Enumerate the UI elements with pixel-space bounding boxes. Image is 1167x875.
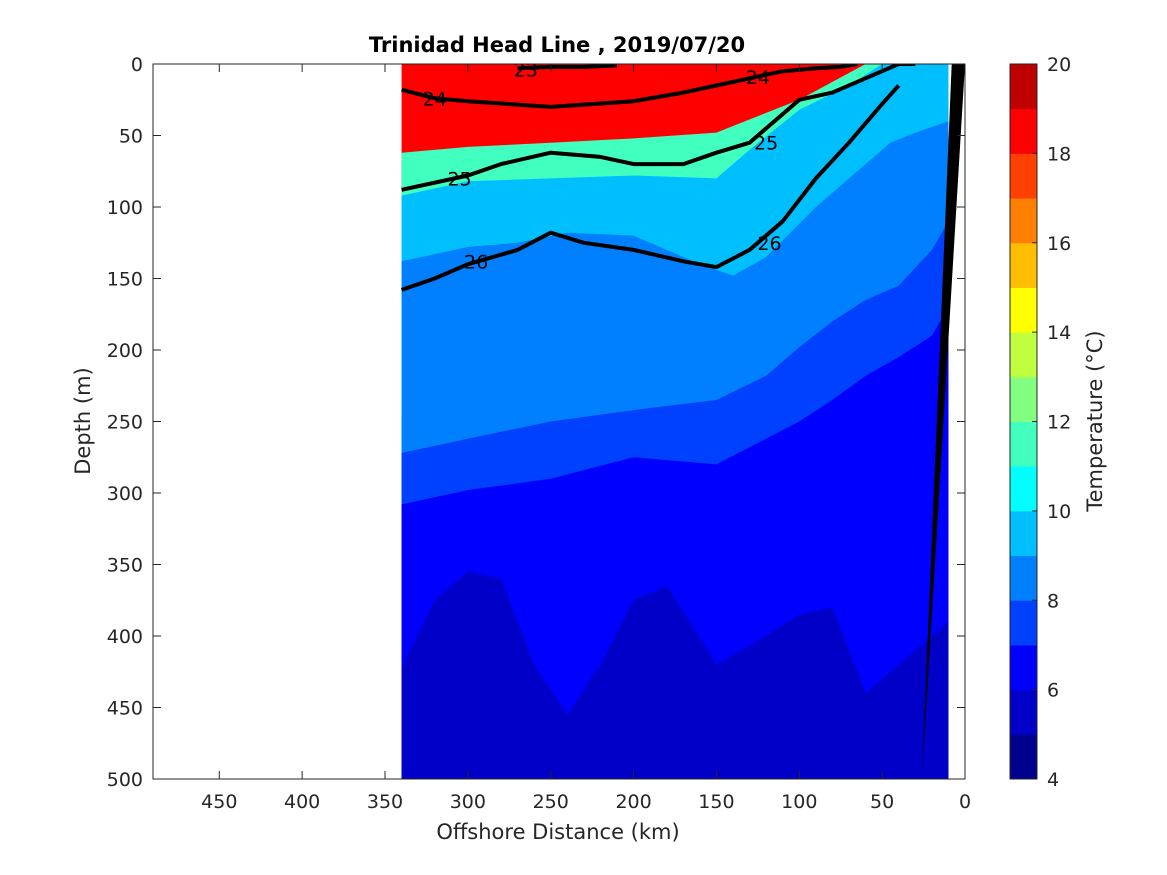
isopycnal-label: 24 xyxy=(746,67,770,89)
x-tick-label: 200 xyxy=(615,791,651,813)
colorbar-segment xyxy=(1010,689,1037,735)
colorbar-segment xyxy=(1010,510,1037,557)
colorbar-segment xyxy=(1010,600,1037,646)
y-tick-label: 250 xyxy=(107,412,143,434)
isopycnal-23 xyxy=(517,64,618,71)
colorbar-segment xyxy=(1010,108,1037,154)
colorbar-segment xyxy=(1010,64,1037,110)
colorbar-segment xyxy=(1010,734,1037,780)
x-tick-label: 300 xyxy=(450,791,486,813)
colorbar-segment xyxy=(1010,644,1037,691)
temperature-band-6 xyxy=(401,571,949,779)
isopycnal-26 xyxy=(400,84,901,292)
y-tick-label: 400 xyxy=(107,626,143,648)
colorbar-tick-label: 20 xyxy=(1047,54,1071,76)
x-tick-label: 250 xyxy=(533,791,569,813)
colorbar-tick-label: 12 xyxy=(1047,412,1071,434)
colorbar-segment xyxy=(1010,153,1037,199)
colorbar-segment xyxy=(1010,376,1037,422)
x-tick-label: 400 xyxy=(284,791,320,813)
colorbar: 4 6 8 10 12 14 16 18 20 xyxy=(1009,54,1071,791)
colorbar-segment xyxy=(1010,421,1037,467)
plot-area: 23 24 24 25 25 26 26 xyxy=(152,60,966,780)
colorbar-tick-label: 18 xyxy=(1047,143,1071,165)
colorbar-tick-label: 6 xyxy=(1047,680,1059,702)
y-tick-label: 50 xyxy=(119,126,143,148)
isopycnal-label: 26 xyxy=(757,233,781,255)
colorbar-tick-label: 8 xyxy=(1047,590,1059,612)
y-axis: 0 50 100 150 200 250 300 350 400 450 500 xyxy=(107,54,965,791)
y-tick-label: 100 xyxy=(107,197,143,219)
x-tick-label: 0 xyxy=(959,791,971,813)
colorbar-segment xyxy=(1010,287,1037,333)
y-tick-label: 150 xyxy=(107,269,143,291)
isopycnal-label: 25 xyxy=(754,133,778,155)
seafloor xyxy=(921,64,965,779)
colorbar-segment xyxy=(1010,555,1037,601)
colorbar-segment xyxy=(1010,198,1037,244)
y-tick-label: 300 xyxy=(107,483,143,505)
y-tick-label: 200 xyxy=(107,340,143,362)
y-tick-label: 0 xyxy=(131,54,143,76)
y-tick-label: 350 xyxy=(107,555,143,577)
y-tick-label: 450 xyxy=(107,698,143,720)
isopycnal-label: 25 xyxy=(447,168,471,190)
x-axis: 450 400 350 300 250 200 150 100 50 0 xyxy=(201,64,971,813)
isopycnal-label: 23 xyxy=(514,60,538,82)
colorbar-label: Temperature (°C) xyxy=(1083,330,1107,512)
y-axis-label: Depth (m) xyxy=(71,367,95,474)
x-tick-label: 350 xyxy=(367,791,403,813)
seafloor-profile xyxy=(921,64,965,779)
x-tick-label: 100 xyxy=(781,791,817,813)
x-tick-label: 50 xyxy=(870,791,894,813)
x-axis-label: Offshore Distance (km) xyxy=(436,820,679,844)
colorbar-segment xyxy=(1010,332,1037,378)
colorbar-segment xyxy=(1010,466,1037,512)
x-tick-label: 150 xyxy=(698,791,734,813)
colorbar-segment xyxy=(1010,242,1037,288)
x-tick-label: 450 xyxy=(201,791,237,813)
colorbar-tick-label: 10 xyxy=(1047,501,1071,523)
isopycnal-24 xyxy=(401,64,858,109)
isopycnal-25 xyxy=(401,64,916,192)
colorbar-tick-label: 4 xyxy=(1047,769,1059,791)
colorbar-tick-label: 14 xyxy=(1047,322,1071,344)
chart-title: Trinidad Head Line , 2019/07/20 xyxy=(369,33,745,57)
isopycnal-label: 26 xyxy=(464,251,488,273)
isopycnal-contours: 23 24 24 25 25 26 26 xyxy=(400,60,916,292)
isopycnal-label: 24 xyxy=(423,88,447,110)
y-tick-label: 500 xyxy=(107,769,143,791)
colorbar-tick-label: 16 xyxy=(1047,233,1071,255)
temperature-field xyxy=(401,64,949,779)
